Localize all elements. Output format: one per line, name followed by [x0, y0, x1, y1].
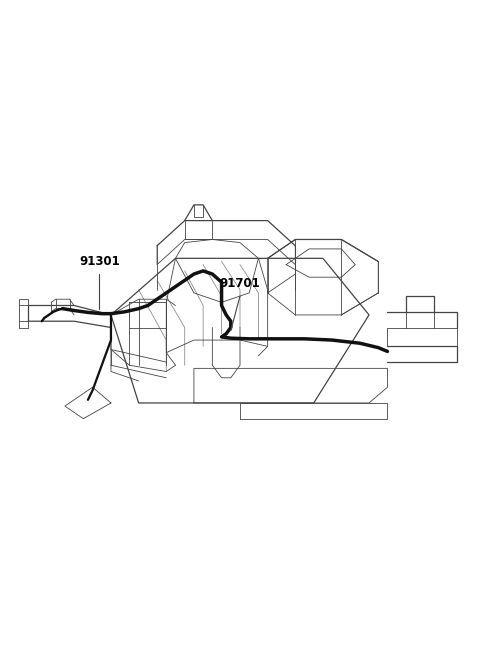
- Text: 91701: 91701: [220, 277, 260, 290]
- Text: 91301: 91301: [79, 255, 120, 268]
